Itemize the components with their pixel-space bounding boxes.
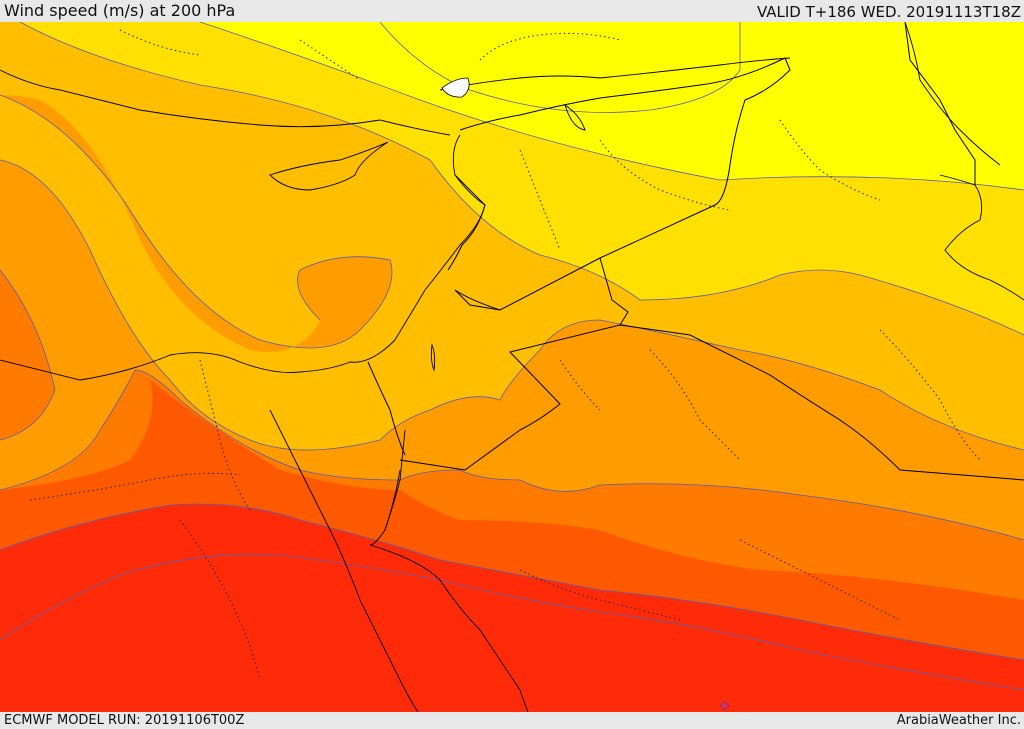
marmara-lake-shape [441,77,470,98]
province-line [649,349,741,461]
saudi-iraq-kuwait-border [619,324,1024,481]
credit-label: ArabiaWeather Inc. [896,713,1021,728]
province-line [779,119,881,201]
red-sea-east-coastline [369,469,529,712]
contour-line [0,503,1024,661]
contour-line [0,269,56,441]
wind-speed-map [0,22,1024,712]
province-line [879,329,981,461]
header-bar: Wind speed (m/s) at 200 hPa VALID T+186 … [0,0,1024,22]
persian-gulf-coastline [939,174,1024,301]
iran-east-border [904,22,976,185]
syria-turkey-border [459,57,786,131]
turkey-south-coast [0,69,451,136]
contour-line [0,94,393,349]
contour-line [199,22,1024,191]
lebanon-syria-border [447,174,486,271]
province-line [29,472,241,501]
contour-line [0,159,1024,451]
egypt-israel-border [367,361,406,456]
model-run-label: ECMWF MODEL RUN: 20191106T00Z [4,713,245,728]
lake-tuz [564,103,586,131]
map-canvas [0,22,1024,712]
contour-line [379,22,741,113]
province-line [299,39,361,81]
province-line [479,32,621,61]
gulf-of-aqaba [384,429,406,531]
contour-line [0,369,1024,541]
valid-time-label: VALID T+186 WED. 20191113T18Z [756,3,1021,21]
dead-sea [430,343,436,372]
footer-bar: ECMWF MODEL RUN: 20191106T00Z ArabiaWeat… [0,712,1024,729]
iraq-iran-border [454,57,791,311]
red-sea-gulf-suez-coastline [269,409,419,712]
black-sea-coastline [439,57,791,91]
wind-band-8 [0,554,1024,712]
contour-line [19,22,1024,336]
province-line [199,359,251,511]
map-title: Wind speed (m/s) at 200 hPa [4,1,236,20]
province-line [519,569,681,621]
map-marker-icon [719,700,730,711]
province-line [559,359,601,411]
saudi-jordan-border [399,257,629,471]
caspian-coastline [904,22,1001,166]
cyprus-island [269,141,389,191]
contour-line [0,553,1024,691]
